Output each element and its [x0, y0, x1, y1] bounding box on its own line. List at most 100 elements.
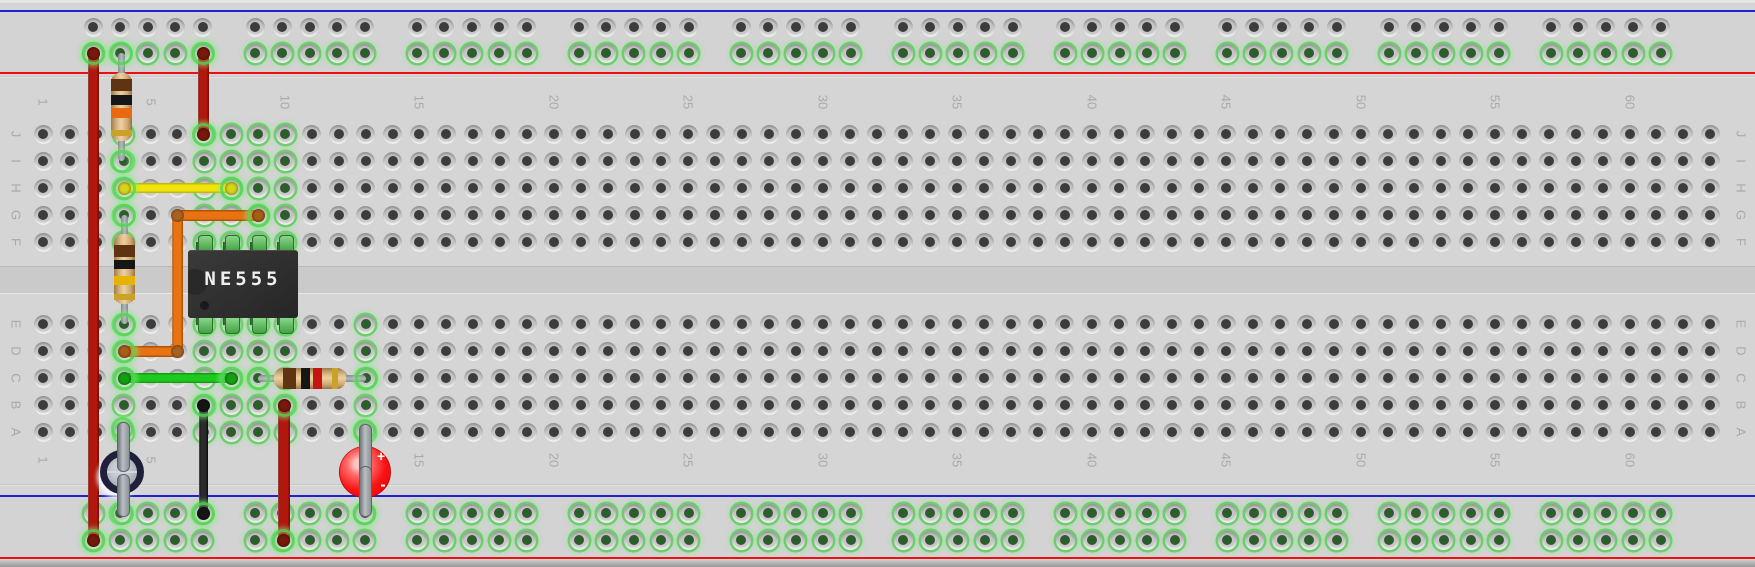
hole-opening — [468, 400, 479, 410]
breadboard-hole — [867, 314, 887, 334]
hole-opening — [495, 400, 506, 410]
hole-opening — [601, 535, 612, 545]
breadboard-hole — [300, 43, 320, 63]
hole-opening — [548, 346, 559, 356]
wire-segment-red[interactable] — [277, 399, 290, 546]
breadboard-hole — [1623, 503, 1643, 523]
hole-opening — [1059, 210, 1070, 220]
breadboard-hole — [920, 422, 940, 442]
breadboard-hole — [1270, 341, 1290, 361]
breadboard-hole — [1028, 314, 1048, 334]
breadboard-hole — [758, 17, 778, 37]
hole-opening — [494, 22, 505, 32]
breadboard-hole — [329, 178, 349, 198]
hole-opening — [306, 400, 317, 410]
breadboard-hole — [272, 17, 292, 37]
breadboard-hole — [651, 178, 671, 198]
wire-segment-yellow[interactable] — [119, 183, 236, 193]
breadboard-hole — [1001, 368, 1021, 388]
breadboard-hole — [1109, 232, 1129, 252]
hole-opening — [494, 535, 505, 545]
hole-opening — [1624, 156, 1635, 166]
breadboard-hole — [840, 232, 860, 252]
chip-pin-leg[interactable] — [278, 317, 294, 334]
wire-segment-orange[interactable] — [171, 209, 183, 357]
resistor-1[interactable] — [110, 73, 132, 141]
breadboard-hole — [1216, 368, 1236, 388]
wire-segment-orange[interactable] — [118, 345, 183, 357]
hole-opening — [1086, 319, 1097, 329]
breadboard-hole — [1162, 232, 1182, 252]
breadboard-hole — [327, 503, 347, 523]
hole-opening — [306, 427, 317, 437]
wire-segment-red[interactable] — [87, 47, 99, 546]
breadboard-hole — [355, 17, 375, 37]
resistor-2[interactable] — [113, 234, 135, 304]
breadboard-hole — [329, 395, 349, 415]
hole-opening — [115, 22, 126, 32]
hole-opening — [683, 22, 694, 32]
chip-pin-leg[interactable] — [224, 317, 240, 334]
breadboard-hole — [1109, 151, 1129, 171]
breadboard-hole — [1434, 17, 1454, 37]
hole-opening — [1032, 183, 1043, 193]
hole-opening — [1167, 210, 1178, 220]
wire-segment-orange[interactable] — [171, 209, 264, 221]
hole-opening — [656, 129, 667, 139]
resistor-3[interactable] — [274, 367, 346, 389]
chip-ne555[interactable]: NE555 — [188, 250, 298, 318]
hole-opening — [1140, 156, 1151, 166]
wire-segment-black[interactable] — [198, 400, 208, 518]
hole-opening — [601, 508, 612, 518]
breadboard-hole — [1243, 395, 1263, 415]
hole-opening — [1705, 427, 1716, 437]
hole-opening — [1276, 22, 1287, 32]
wire-segment-red[interactable] — [197, 47, 209, 140]
hole-opening — [64, 237, 75, 247]
hole-opening — [1221, 156, 1232, 166]
wire-segment-green[interactable] — [119, 373, 236, 383]
hole-opening — [871, 319, 882, 329]
breadboard-hole — [893, 314, 913, 334]
row-letter-label: J — [8, 130, 24, 138]
breadboard-hole — [1566, 232, 1586, 252]
chip-label: NE555 — [204, 268, 282, 290]
chip-pin-leg[interactable] — [197, 317, 213, 334]
hole-opening — [683, 319, 694, 329]
chip-pin-leg[interactable] — [251, 317, 267, 334]
hole-opening — [1651, 237, 1662, 247]
breadboard-hole — [463, 124, 483, 144]
hole-opening — [1438, 508, 1449, 518]
hole-opening — [790, 22, 801, 32]
hole-opening — [412, 22, 422, 32]
breadboard-hole — [678, 368, 698, 388]
hole-opening — [1490, 129, 1501, 139]
hole-opening — [1060, 22, 1070, 32]
hole-opening — [1597, 210, 1608, 220]
hole-opening — [844, 346, 855, 356]
hole-opening — [1006, 156, 1017, 166]
hole-opening — [1570, 427, 1581, 437]
hole-opening — [1274, 427, 1285, 437]
hole-opening — [38, 210, 48, 220]
column-number-label: 5 — [143, 98, 159, 106]
breadboard-hole — [1055, 530, 1075, 550]
breadboard-hole — [1351, 232, 1371, 252]
hole-opening — [790, 237, 801, 247]
breadboard-hole — [463, 232, 483, 252]
capacitor-leg — [116, 474, 130, 517]
breadboard-hole — [141, 395, 161, 415]
breadboard-hole — [974, 368, 994, 388]
hole-opening — [1409, 346, 1420, 356]
breadboard-hole — [329, 151, 349, 171]
hole-opening — [1194, 183, 1205, 193]
breadboard-hole — [407, 43, 427, 63]
resistor-band-gold — [332, 367, 338, 389]
hole-opening — [1355, 427, 1366, 437]
breadboard-hole — [813, 151, 833, 171]
breadboard-hole — [1001, 205, 1021, 225]
hole-opening — [871, 237, 882, 247]
breadboard-hole — [1434, 503, 1454, 523]
breadboard-hole — [60, 368, 80, 388]
hole-opening — [1628, 48, 1639, 58]
